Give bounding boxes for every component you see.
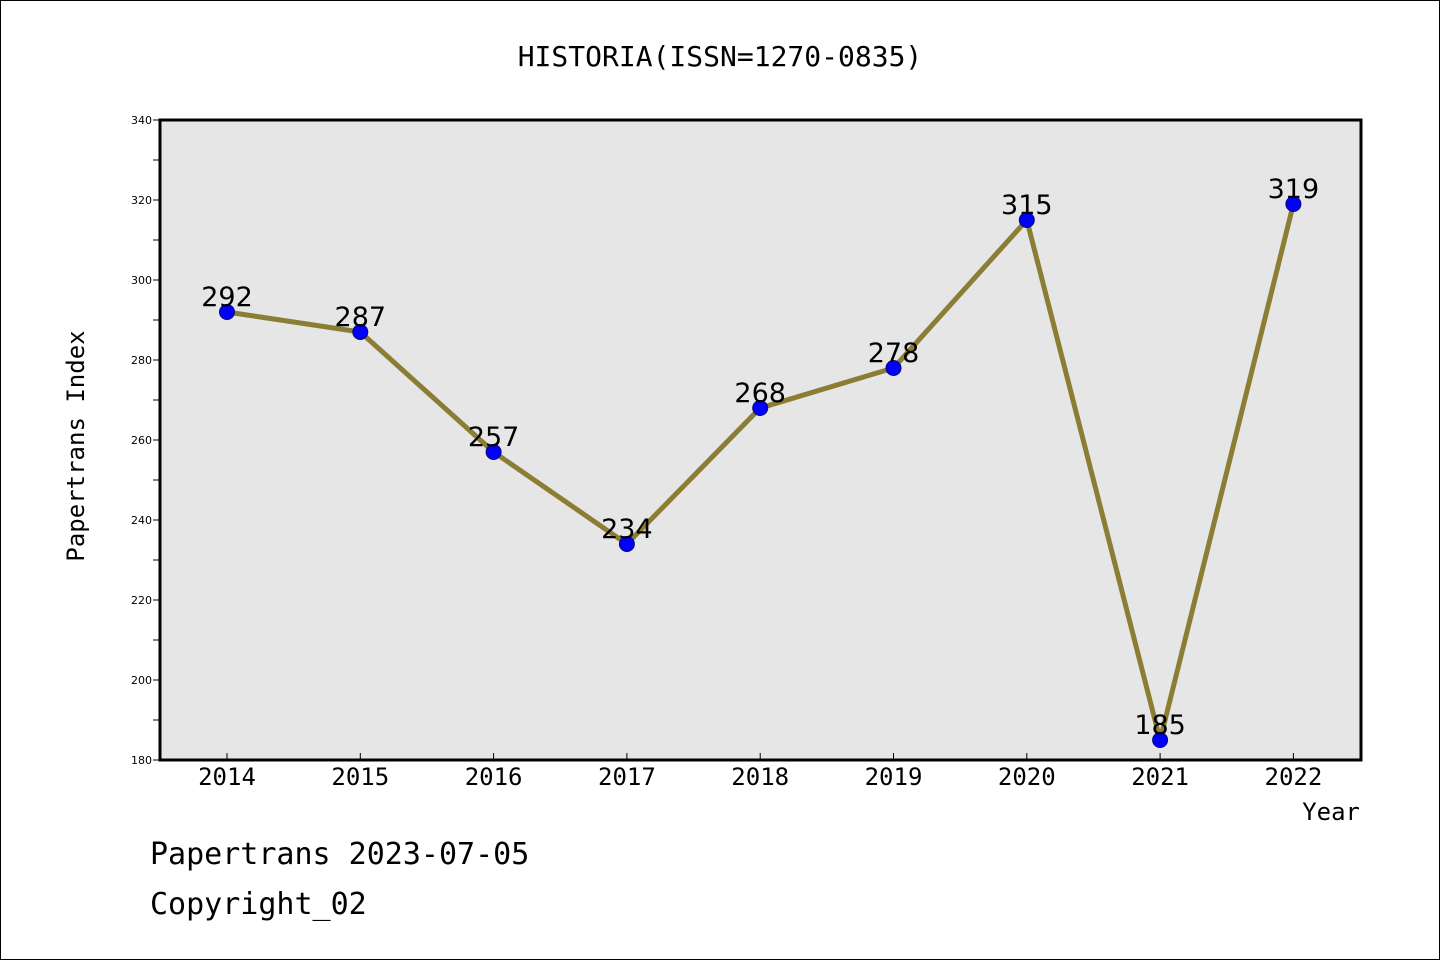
data-label: 268: [734, 378, 786, 409]
data-label: 234: [601, 514, 653, 545]
x-tick-label: 2016: [465, 763, 523, 791]
y-tick-label: 240: [131, 514, 152, 527]
y-tick-label: 200: [131, 674, 152, 687]
footer-copyright: Copyright_02: [150, 887, 367, 922]
data-point-marker: [752, 400, 769, 416]
data-point-marker: [1018, 212, 1035, 228]
y-tick-label: 300: [131, 274, 152, 287]
data-point-marker: [1152, 732, 1169, 748]
y-tick-label: 320: [131, 194, 152, 207]
x-tick-label: 2017: [598, 763, 656, 791]
x-tick-label: 2019: [865, 763, 923, 791]
y-tick-label: 340: [131, 114, 152, 127]
data-point-marker: [352, 324, 369, 340]
x-axis-label: Year: [1302, 798, 1360, 826]
chart-title: HISTORIA(ISSN=1270-0835): [518, 40, 923, 73]
data-point-marker: [219, 304, 235, 320]
data-point-marker: [1285, 196, 1302, 212]
x-tick-label: 2015: [331, 763, 389, 791]
x-tick-label: 2021: [1131, 763, 1189, 791]
data-label: 257: [468, 422, 520, 453]
data-label: 278: [868, 338, 920, 369]
data-label: 185: [1134, 710, 1186, 741]
data-point-marker: [885, 360, 902, 376]
x-tick-label: 2022: [1265, 763, 1323, 791]
data-point-marker: [618, 536, 635, 552]
y-tick-label: 280: [131, 354, 152, 367]
data-label: 287: [335, 302, 387, 333]
x-tick-label: 2020: [998, 763, 1056, 791]
data-point-marker: [485, 444, 502, 460]
data-labels: 292 287 257 234 268 278 315 185 319: [201, 174, 1319, 741]
y-tick-label: 180: [131, 754, 152, 767]
data-label: 319: [1268, 174, 1320, 205]
footer-date: Papertrans 2023-07-05: [150, 837, 529, 872]
y-tick-label: 220: [131, 594, 152, 607]
x-tick-label: 2014: [198, 763, 256, 791]
data-label: 315: [1001, 190, 1053, 221]
y-axis-label: Papertrans Index: [62, 330, 90, 561]
plot-area: [160, 120, 1361, 760]
data-label: 292: [201, 282, 253, 313]
x-axis-ticks: 2014 2015 2016 2017 2018 2019 2020 2021 2022: [198, 753, 1322, 791]
x-tick-label: 2018: [731, 763, 789, 791]
plot-frame: [158, 118, 1363, 762]
y-tick-label: 260: [131, 434, 152, 447]
data-markers: [219, 196, 1302, 748]
